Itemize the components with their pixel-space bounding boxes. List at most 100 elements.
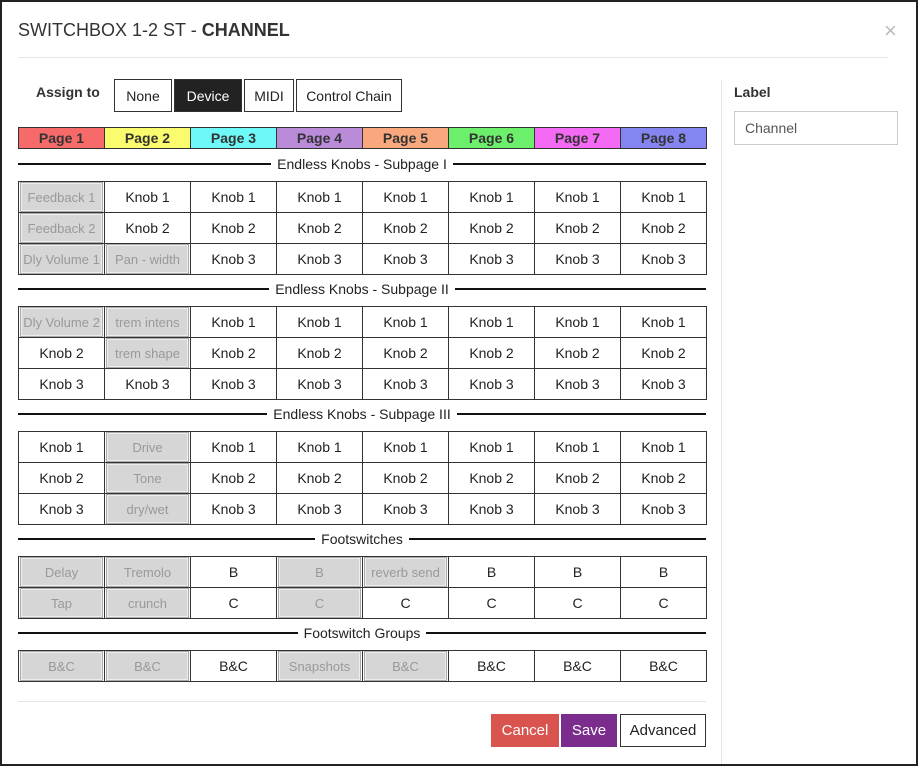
cell[interactable]: Knob 1 <box>448 431 535 463</box>
cell[interactable]: Knob 3 <box>190 243 277 275</box>
assigned-cell[interactable]: B&C <box>104 650 191 682</box>
cell[interactable]: Knob 1 <box>448 181 535 213</box>
assigned-cell[interactable]: C <box>276 587 363 619</box>
cell[interactable]: Knob 3 <box>620 243 707 275</box>
cell[interactable]: Knob 3 <box>448 368 535 400</box>
assigned-cell[interactable]: B&C <box>362 650 449 682</box>
page-tab[interactable]: Page 1 <box>18 127 105 149</box>
save-button[interactable]: Save <box>561 714 617 747</box>
assigned-cell[interactable]: Tone <box>104 462 191 494</box>
assigned-cell[interactable]: reverb send <box>362 556 449 588</box>
cell[interactable]: Knob 2 <box>534 212 621 244</box>
cell[interactable]: Knob 3 <box>18 493 105 525</box>
advanced-button[interactable]: Advanced <box>620 714 706 747</box>
cell[interactable]: Knob 2 <box>104 212 191 244</box>
cell[interactable]: Knob 3 <box>190 368 277 400</box>
page-tab[interactable]: Page 7 <box>534 127 621 149</box>
assigned-cell[interactable]: crunch <box>104 587 191 619</box>
cell[interactable]: C <box>190 587 277 619</box>
assigned-cell[interactable]: Drive <box>104 431 191 463</box>
cell[interactable]: Knob 2 <box>448 337 535 369</box>
cell[interactable]: Knob 3 <box>276 368 363 400</box>
cell[interactable]: Knob 1 <box>620 181 707 213</box>
cell[interactable]: Knob 3 <box>190 493 277 525</box>
cell[interactable]: Knob 3 <box>18 368 105 400</box>
assigned-cell[interactable]: Dly Volume 2 <box>18 306 105 338</box>
cell[interactable]: Knob 1 <box>534 306 621 338</box>
assigned-cell[interactable]: Dly Volume 1 <box>18 243 105 275</box>
assigned-cell[interactable]: Snapshots <box>276 650 363 682</box>
cell[interactable]: Knob 2 <box>190 462 277 494</box>
assigned-cell[interactable]: Feedback 2 <box>18 212 105 244</box>
cell[interactable]: C <box>362 587 449 619</box>
cell[interactable]: Knob 1 <box>620 306 707 338</box>
cell[interactable]: Knob 2 <box>18 462 105 494</box>
cell[interactable]: Knob 3 <box>276 493 363 525</box>
cell[interactable]: C <box>534 587 621 619</box>
cancel-button[interactable]: Cancel <box>491 714 559 747</box>
cell[interactable]: Knob 3 <box>104 368 191 400</box>
assigned-cell[interactable]: Tap <box>18 587 105 619</box>
cell[interactable]: Knob 1 <box>362 181 449 213</box>
page-tab[interactable]: Page 4 <box>276 127 363 149</box>
cell[interactable]: Knob 3 <box>362 493 449 525</box>
page-tab[interactable]: Page 5 <box>362 127 449 149</box>
cell[interactable]: Knob 2 <box>190 212 277 244</box>
cell[interactable]: B <box>620 556 707 588</box>
page-tab[interactable]: Page 6 <box>448 127 535 149</box>
cell[interactable]: Knob 1 <box>534 431 621 463</box>
cell[interactable]: Knob 1 <box>534 181 621 213</box>
cell[interactable]: Knob 3 <box>534 493 621 525</box>
cell[interactable]: Knob 2 <box>448 462 535 494</box>
cell[interactable]: Knob 2 <box>448 212 535 244</box>
cell[interactable]: Knob 3 <box>276 243 363 275</box>
cell[interactable]: Knob 2 <box>620 337 707 369</box>
cell[interactable]: C <box>620 587 707 619</box>
assigned-cell[interactable]: Delay <box>18 556 105 588</box>
cell[interactable]: Knob 3 <box>534 368 621 400</box>
assigned-cell[interactable]: Pan - width <box>104 243 191 275</box>
cell[interactable]: Knob 3 <box>448 243 535 275</box>
assigned-cell[interactable]: B&C <box>18 650 105 682</box>
cell[interactable]: Knob 2 <box>534 462 621 494</box>
cell[interactable]: Knob 1 <box>190 431 277 463</box>
cell[interactable]: Knob 2 <box>620 212 707 244</box>
page-tab[interactable]: Page 3 <box>190 127 277 149</box>
cell[interactable]: Knob 1 <box>448 306 535 338</box>
cell[interactable]: Knob 2 <box>620 462 707 494</box>
assigned-cell[interactable]: B <box>276 556 363 588</box>
cell[interactable]: B&C <box>534 650 621 682</box>
cell[interactable]: C <box>448 587 535 619</box>
cell[interactable]: B <box>190 556 277 588</box>
cell[interactable]: Knob 2 <box>276 212 363 244</box>
assign-option[interactable]: MIDI <box>244 79 294 112</box>
cell[interactable]: Knob 1 <box>362 306 449 338</box>
close-button[interactable]: × <box>884 18 897 43</box>
cell[interactable]: Knob 2 <box>276 337 363 369</box>
assigned-cell[interactable]: trem intens <box>104 306 191 338</box>
cell[interactable]: Knob 3 <box>448 493 535 525</box>
cell[interactable]: Knob 1 <box>190 306 277 338</box>
cell[interactable]: Knob 1 <box>362 431 449 463</box>
cell[interactable]: Knob 3 <box>362 243 449 275</box>
cell[interactable]: Knob 2 <box>18 337 105 369</box>
assigned-cell[interactable]: Tremolo <box>104 556 191 588</box>
cell[interactable]: Knob 1 <box>276 431 363 463</box>
cell[interactable]: Knob 1 <box>620 431 707 463</box>
cell[interactable]: Knob 1 <box>104 181 191 213</box>
cell[interactable]: B <box>448 556 535 588</box>
label-input[interactable]: Channel <box>734 111 898 145</box>
cell[interactable]: Knob 3 <box>620 368 707 400</box>
assigned-cell[interactable]: Feedback 1 <box>18 181 105 213</box>
cell[interactable]: Knob 2 <box>362 462 449 494</box>
cell[interactable]: Knob 2 <box>276 462 363 494</box>
page-tab[interactable]: Page 2 <box>104 127 191 149</box>
cell[interactable]: Knob 1 <box>276 181 363 213</box>
cell[interactable]: B&C <box>190 650 277 682</box>
assigned-cell[interactable]: dry/wet <box>104 493 191 525</box>
page-tab[interactable]: Page 8 <box>620 127 707 149</box>
cell[interactable]: Knob 1 <box>276 306 363 338</box>
assigned-cell[interactable]: trem shape <box>104 337 191 369</box>
cell[interactable]: Knob 2 <box>362 337 449 369</box>
cell[interactable]: Knob 2 <box>362 212 449 244</box>
